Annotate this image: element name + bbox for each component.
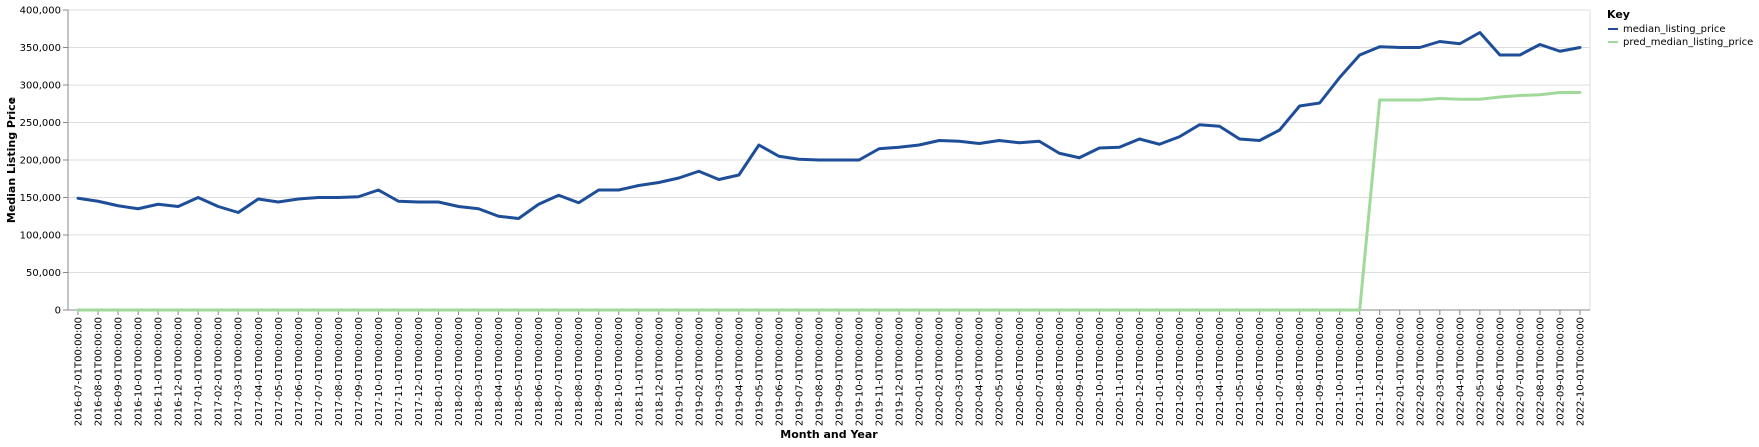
- y-tick-label: 300,000: [20, 81, 61, 92]
- x-tick-label: 2020-07-01T00:00:00: [1035, 317, 1046, 426]
- x-tick-label: 2019-01-01T00:00:00: [674, 317, 685, 426]
- x-tick-label: 2020-04-01T00:00:00: [975, 317, 986, 426]
- y-tick-label: 350,000: [20, 43, 61, 54]
- x-tick-label: 2019-09-01T00:00:00: [835, 317, 846, 426]
- y-tick-label: 200,000: [20, 156, 61, 167]
- y-tick-label: 150,000: [20, 193, 61, 204]
- x-tick-label: 2022-02-01T00:00:00: [1415, 317, 1426, 426]
- x-tick-label: 2017-01-01T00:00:00: [194, 317, 205, 426]
- x-tick-label: 2018-02-01T00:00:00: [454, 317, 465, 426]
- x-tick-label: 2017-04-01T00:00:00: [254, 317, 265, 426]
- x-tick-label: 2020-09-01T00:00:00: [1075, 317, 1086, 426]
- x-tick-label: 2021-03-01T00:00:00: [1195, 317, 1206, 426]
- x-tick-label: 2019-03-01T00:00:00: [714, 317, 725, 426]
- y-tick-label: 250,000: [20, 118, 61, 129]
- x-tick-label: 2018-04-01T00:00:00: [494, 317, 505, 426]
- x-tick-label: 2022-05-01T00:00:00: [1475, 317, 1486, 426]
- legend: Key median_listing_price pred_median_list…: [1607, 8, 1753, 48]
- y-axis: 0 50,000 100,000 150,000 200,000 250,000 300,0…: [20, 6, 69, 317]
- x-tick-label: 2021-08-01T00:00:00: [1295, 317, 1306, 426]
- x-tick-label: 2018-01-01T00:00:00: [434, 317, 445, 426]
- x-tick-label: 2017-11-01T00:00:00: [394, 317, 405, 426]
- x-axis: 2016-07-01T00:00:00 2016-08-01T00:00:00 20…: [68, 309, 1590, 426]
- x-tick-label: 2019-06-01T00:00:00: [774, 317, 785, 426]
- x-tick-label: 2016-12-01T00:00:00: [174, 317, 185, 426]
- x-tick-label: 2021-01-01T00:00:00: [1155, 317, 1166, 426]
- x-tick-label: 2021-10-01T00:00:00: [1335, 317, 1346, 426]
- x-tick-label: 2018-07-01T00:00:00: [554, 317, 565, 426]
- x-tick-label: 2022-09-01T00:00:00: [1555, 317, 1566, 426]
- y-axis-title: Median Listing Price: [5, 97, 18, 223]
- x-tick-label: 2022-08-01T00:00:00: [1535, 317, 1546, 426]
- x-tick-label: 2019-04-01T00:00:00: [734, 317, 745, 426]
- x-tick-label: 2018-06-01T00:00:00: [534, 317, 545, 426]
- x-tick-label: 2018-05-01T00:00:00: [514, 317, 525, 426]
- x-tick-label: 2019-10-01T00:00:00: [855, 317, 866, 426]
- legend-label: median_listing_price: [1623, 24, 1726, 35]
- x-tick-label: 2021-04-01T00:00:00: [1215, 317, 1226, 426]
- x-tick-label: 2020-06-01T00:00:00: [1015, 317, 1026, 426]
- x-tick-label: 2020-05-01T00:00:00: [995, 317, 1006, 426]
- x-tick-label: 2020-10-01T00:00:00: [1095, 317, 1106, 426]
- x-tick-label: 2016-11-01T00:00:00: [154, 317, 165, 426]
- series-line-median-listing-price: [76, 31, 1582, 220]
- x-tick-label: 2017-09-01T00:00:00: [354, 317, 365, 426]
- x-tick-label: 2019-05-01T00:00:00: [754, 317, 765, 426]
- x-tick-label: 2021-09-01T00:00:00: [1315, 317, 1326, 426]
- x-tick-label: 2019-11-01T00:00:00: [875, 317, 886, 426]
- x-tick-label: 2021-05-01T00:00:00: [1235, 317, 1246, 426]
- x-tick-label: 2020-01-01T00:00:00: [915, 317, 926, 426]
- x-tick-label: 2021-11-01T00:00:00: [1355, 317, 1366, 426]
- x-tick-label: 2019-08-01T00:00:00: [814, 317, 825, 426]
- x-tick-label: 2022-01-01T00:00:00: [1395, 317, 1406, 426]
- x-tick-label: 2018-10-01T00:00:00: [614, 317, 625, 426]
- x-tick-label: 2017-07-01T00:00:00: [314, 317, 325, 426]
- x-tick-label: 2016-07-01T00:00:00: [74, 317, 85, 426]
- x-tick-label: 2016-08-01T00:00:00: [94, 317, 105, 426]
- x-tick-label: 2021-02-01T00:00:00: [1175, 317, 1186, 426]
- x-tick-label: 2018-11-01T00:00:00: [634, 317, 645, 426]
- x-tick-label: 2017-05-01T00:00:00: [274, 317, 285, 426]
- legend-title: Key: [1607, 8, 1630, 21]
- x-tick-label: 2020-03-01T00:00:00: [955, 317, 966, 426]
- legend-label: pred_median_listing_price: [1623, 37, 1753, 48]
- x-tick-label: 2022-04-01T00:00:00: [1455, 317, 1466, 426]
- series-line-pred-median-listing-price: [76, 91, 1582, 312]
- x-tick-label: 2017-10-01T00:00:00: [374, 317, 385, 426]
- x-tick-label: 2022-03-01T00:00:00: [1435, 317, 1446, 426]
- y-axis-title-colon: :: [5, 98, 18, 102]
- x-tick-label: 2017-06-01T00:00:00: [294, 317, 305, 426]
- x-axis-title: Month and Year: [780, 428, 878, 441]
- x-tick-label: 2019-02-01T00:00:00: [694, 317, 705, 426]
- x-tick-label: 2021-12-01T00:00:00: [1375, 317, 1386, 426]
- y-tick-label: 100,000: [20, 231, 61, 242]
- x-tick-label: 2017-03-01T00:00:00: [234, 317, 245, 426]
- x-tick-label: 2018-03-01T00:00:00: [474, 317, 485, 426]
- x-tick-label: 2022-10-01T00:00:00: [1575, 317, 1586, 426]
- y-tick-label: 50,000: [26, 268, 61, 279]
- x-tick-label: 2019-12-01T00:00:00: [895, 317, 906, 426]
- x-tick-label: 2018-09-01T00:00:00: [594, 317, 605, 426]
- x-tick-label: 2016-09-01T00:00:00: [114, 317, 125, 426]
- series-lines: [76, 31, 1582, 312]
- x-tick-label: 2017-08-01T00:00:00: [334, 317, 345, 426]
- x-tick-label: 2020-02-01T00:00:00: [935, 317, 946, 426]
- x-tick-label: 2022-06-01T00:00:00: [1495, 317, 1506, 426]
- y-tick-label: 0: [55, 306, 61, 317]
- x-tick-label: 2020-11-01T00:00:00: [1115, 317, 1126, 426]
- x-tick-label: 2021-07-01T00:00:00: [1275, 317, 1286, 426]
- x-tick-label: 2019-07-01T00:00:00: [794, 317, 805, 426]
- x-tick-label: 2022-07-01T00:00:00: [1515, 317, 1526, 426]
- x-tick-label: 2018-08-01T00:00:00: [574, 317, 585, 426]
- x-tick-label: 2016-10-01T00:00:00: [134, 317, 145, 426]
- x-tick-label: 2018-12-01T00:00:00: [654, 317, 665, 426]
- x-tick-label: 2017-02-01T00:00:00: [214, 317, 225, 426]
- y-tick-label: 400,000: [20, 6, 61, 17]
- x-tick-label: 2017-12-01T00:00:00: [414, 317, 425, 426]
- x-tick-label: 2020-08-01T00:00:00: [1055, 317, 1066, 426]
- x-tick-label: 2020-12-01T00:00:00: [1135, 317, 1146, 426]
- x-tick-label: 2021-06-01T00:00:00: [1255, 317, 1266, 426]
